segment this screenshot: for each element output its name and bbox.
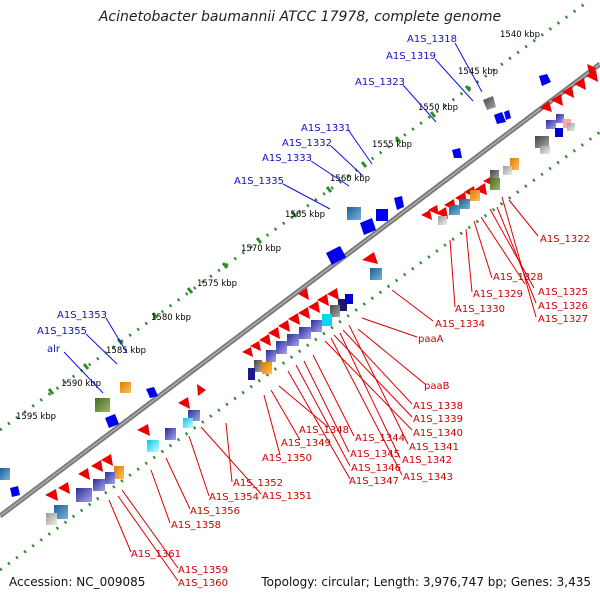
label-a1s-1338: A1S_1338 bbox=[413, 401, 463, 412]
gene-a1s-1321 bbox=[504, 110, 511, 120]
label-a1s-1351: A1S_1351 bbox=[262, 491, 312, 502]
label-a1s-1328: A1S_1328 bbox=[493, 272, 543, 283]
scale-label-1565: 1565 kbp bbox=[285, 210, 325, 220]
red-label-connectors bbox=[108, 196, 539, 582]
label-paab: paaB bbox=[424, 381, 450, 392]
forward-gene-labels: A1S_1318 A1S_1319 A1S_1323 A1S_1331 A1S_… bbox=[37, 34, 457, 355]
accession-label: Accession: NC_009085 bbox=[9, 575, 145, 589]
label-a1s-1358: A1S_1358 bbox=[171, 520, 221, 531]
gene-a1s-1323 bbox=[452, 148, 462, 158]
label-a1s-1354: A1S_1354 bbox=[209, 492, 259, 503]
gene-a1s-1319 bbox=[483, 96, 496, 110]
label-a1s-1346: A1S_1346 bbox=[351, 463, 401, 474]
label-a1s-1348: A1S_1348 bbox=[299, 425, 349, 436]
scale-label-1550: 1550 kbp bbox=[418, 103, 458, 113]
label-a1s-1329: A1S_1329 bbox=[473, 289, 523, 300]
scale-labels: 1540 kbp 1545 kbp 1550 kbp 1555 kbp 1560… bbox=[16, 30, 540, 422]
label-a1s-1352: A1S_1352 bbox=[233, 478, 283, 489]
label-a1s-1323: A1S_1323 bbox=[355, 77, 405, 88]
label-a1s-1326: A1S_1326 bbox=[538, 301, 588, 312]
scale-label-1540: 1540 kbp bbox=[500, 30, 540, 40]
label-a1s-1331: A1S_1331 bbox=[301, 123, 351, 134]
label-a1s-1325: A1S_1325 bbox=[538, 287, 588, 298]
label-a1s-1342: A1S_1342 bbox=[402, 455, 452, 466]
label-a1s-1333: A1S_1333 bbox=[262, 153, 312, 164]
label-paaa: paaA bbox=[418, 334, 444, 345]
scale-dots-outer bbox=[0, 0, 591, 432]
label-alr: alr bbox=[47, 344, 61, 355]
label-a1s-1353: A1S_1353 bbox=[57, 310, 107, 321]
label-a1s-1356: A1S_1356 bbox=[190, 506, 240, 517]
scale-label-1575: 1575 kbp bbox=[197, 279, 237, 289]
gene-alr bbox=[95, 398, 110, 412]
label-a1s-1350: A1S_1350 bbox=[262, 453, 312, 464]
gene-a1s-1332 bbox=[376, 209, 388, 221]
gene-a1s-1336 bbox=[326, 246, 346, 265]
label-a1s-1359: A1S_1359 bbox=[178, 565, 228, 576]
label-a1s-1343: A1S_1343 bbox=[403, 472, 453, 483]
gene-a1s-1353 bbox=[146, 387, 158, 398]
scale-dots-inner bbox=[0, 130, 600, 572]
scale-label-1555: 1555 kbp bbox=[372, 140, 412, 150]
label-a1s-1327: A1S_1327 bbox=[538, 314, 588, 325]
label-a1s-1322: A1S_1322 bbox=[540, 234, 590, 245]
label-a1s-1355: A1S_1355 bbox=[37, 326, 87, 337]
topology-label: Topology: circular; Length: 3,976,747 bp… bbox=[260, 575, 591, 589]
label-a1s-1334: A1S_1334 bbox=[435, 319, 485, 330]
blue-label-connectors bbox=[63, 42, 483, 394]
scale-label-1545: 1545 kbp bbox=[458, 67, 498, 77]
gene-a1s-1318 bbox=[539, 74, 551, 86]
reverse-genes bbox=[45, 70, 598, 525]
forward-genes bbox=[0, 64, 596, 497]
gene-fwd-red-2 bbox=[587, 64, 596, 76]
gene-fwd-red-1 bbox=[197, 384, 206, 396]
scale-label-1570: 1570 kbp bbox=[241, 244, 281, 254]
gene-a1s-1357 bbox=[105, 414, 119, 428]
label-a1s-1360: A1S_1360 bbox=[178, 578, 228, 589]
label-a1s-1349: A1S_1349 bbox=[281, 438, 331, 449]
scale-label-1595: 1595 kbp bbox=[16, 412, 56, 422]
label-a1s-1318: A1S_1318 bbox=[407, 34, 457, 45]
label-a1s-1339: A1S_1339 bbox=[413, 414, 463, 425]
label-a1s-1335: A1S_1335 bbox=[234, 176, 284, 187]
label-a1s-1344: A1S_1344 bbox=[355, 433, 405, 444]
gene-a1s-1333 bbox=[360, 218, 376, 235]
scale-label-1590: 1590 kbp bbox=[61, 379, 101, 389]
label-a1s-1319: A1S_1319 bbox=[386, 51, 436, 62]
gene-edge-left-2 bbox=[10, 486, 20, 497]
label-a1s-1345: A1S_1345 bbox=[350, 449, 400, 460]
label-a1s-1341: A1S_1341 bbox=[409, 442, 459, 453]
gene-a1s-1320 bbox=[494, 112, 506, 124]
map-title: Acinetobacter baumannii ATCC 17978, comp… bbox=[98, 9, 501, 25]
reverse-gene-labels: A1S_1322 A1S_1328 A1S_1325 A1S_1329 A1S_… bbox=[131, 234, 590, 589]
gene-a1s-1335 bbox=[347, 207, 361, 220]
label-a1s-1361: A1S_1361 bbox=[131, 549, 181, 560]
gene-a1s-1355 bbox=[120, 382, 131, 393]
label-a1s-1332: A1S_1332 bbox=[282, 138, 332, 149]
scale-label-1580: 1580 kbp bbox=[151, 313, 191, 323]
label-a1s-1347: A1S_1347 bbox=[349, 476, 399, 487]
scale-label-1560: 1560 kbp bbox=[330, 174, 370, 184]
gene-a1s-1331 bbox=[394, 196, 404, 210]
label-a1s-1330: A1S_1330 bbox=[455, 304, 505, 315]
gene-edge-left bbox=[0, 468, 10, 480]
label-a1s-1340: A1S_1340 bbox=[413, 428, 463, 439]
